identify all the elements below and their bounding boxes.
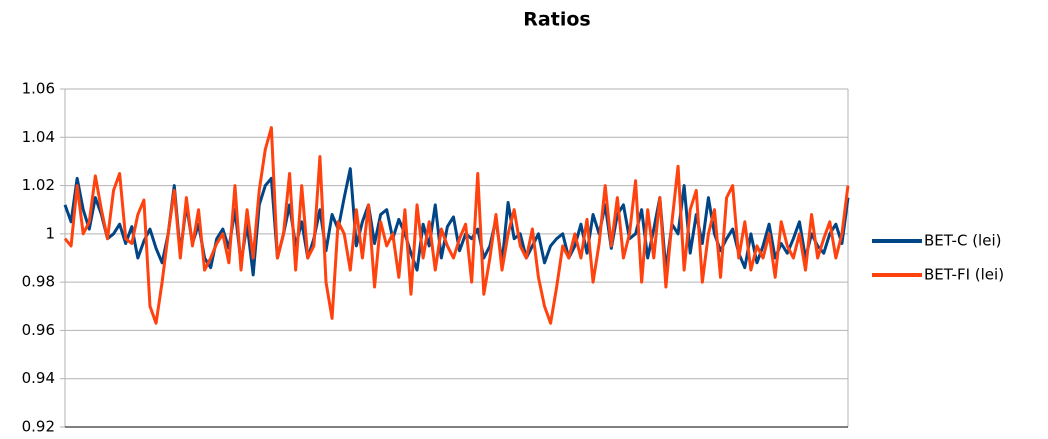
- series-line: [63, 126, 850, 325]
- y-tick-label: 0.98: [22, 273, 55, 291]
- y-tick-label: 0.94: [22, 369, 55, 387]
- y-tick-label: 1.02: [22, 176, 55, 194]
- y-tick-label: 1.04: [22, 128, 55, 146]
- y-tick-label: 0.92: [22, 418, 55, 436]
- series-line: [63, 167, 850, 277]
- chart-title: Ratios: [523, 9, 590, 31]
- legend-label: BET-C (lei): [924, 232, 1001, 250]
- y-tick-label: 1: [45, 224, 55, 242]
- y-tick-label: 0.96: [22, 321, 55, 339]
- legend-label: BET-FI (lei): [924, 266, 1004, 284]
- y-tick-label: 1.06: [22, 80, 55, 98]
